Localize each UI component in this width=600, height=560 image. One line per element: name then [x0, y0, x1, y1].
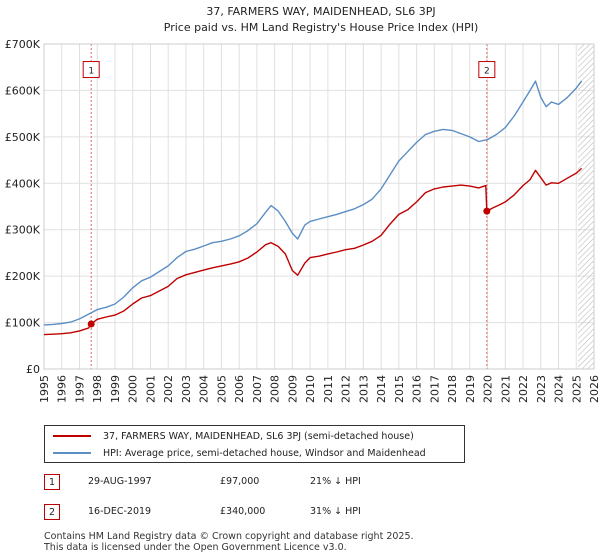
series-line — [43, 80, 583, 326]
annotation-price: £97,000 — [220, 476, 260, 487]
annotation-price: £340,000 — [220, 506, 266, 517]
forecast-hatch-region — [578, 44, 594, 369]
x-tick-label: 2002 — [162, 375, 175, 403]
x-tick-label: 2000 — [127, 375, 140, 403]
annotation-label-box — [478, 61, 496, 79]
legend-swatch-hpi — [53, 452, 91, 454]
legend-swatch-property — [53, 435, 91, 437]
footer: Contains HM Land Registry data © Crown c… — [44, 531, 544, 553]
x-tick-label: 2004 — [198, 375, 211, 403]
y-tick-label: £600K — [5, 84, 41, 97]
x-tick-label: 2019 — [464, 375, 477, 403]
x-tick-label: 2009 — [286, 375, 299, 403]
x-tick-label: 2020 — [482, 375, 495, 403]
x-tick-label: 2022 — [517, 375, 530, 403]
y-tick-label: £0 — [26, 363, 40, 376]
footer-copyright: Contains HM Land Registry data © Crown c… — [44, 531, 414, 542]
x-tick-label: 1996 — [56, 375, 69, 403]
annotation-hpi-diff: 21% ↓ HPI — [310, 476, 361, 487]
legend-item-property: 37, FARMERS WAY, MAIDENHEAD, SL6 3PJ (se… — [53, 428, 414, 444]
chart-title-line2: Price paid vs. HM Land Registry's House … — [164, 21, 479, 34]
annotation-point — [87, 320, 95, 328]
x-tick-label: 2014 — [375, 375, 388, 403]
x-tick-label: 2023 — [535, 375, 548, 403]
annotation-label: 2 — [484, 67, 490, 77]
x-tick-label: 2026 — [588, 375, 600, 403]
annotation-hpi-diff: 31% ↓ HPI — [310, 506, 361, 517]
x-tick-label: 1995 — [38, 375, 51, 403]
x-tick-label: 2024 — [553, 375, 566, 403]
annotation-badge: 1 — [44, 474, 60, 490]
plot-frame — [43, 43, 595, 370]
x-tick-label: 2001 — [144, 375, 157, 403]
y-tick-label: £700K — [5, 38, 41, 51]
legend: 37, FARMERS WAY, MAIDENHEAD, SL6 3PJ (se… — [44, 425, 465, 463]
footer-licence: This data is licensed under the Open Gov… — [44, 542, 347, 553]
x-tick-label: 2010 — [304, 375, 317, 403]
y-tick-label: £300K — [5, 224, 41, 237]
x-tick-label: 1997 — [73, 375, 86, 403]
x-tick-label: 2017 — [428, 375, 441, 403]
x-tick-label: 2007 — [251, 375, 264, 403]
y-tick-label: £500K — [5, 131, 41, 144]
y-tick-label: £400K — [5, 177, 41, 190]
x-tick-label: 2016 — [411, 375, 424, 403]
x-tick-label: 2021 — [499, 375, 512, 403]
series-line — [43, 167, 583, 336]
annotation-label-box — [82, 61, 100, 79]
chart-title-line1: 37, FARMERS WAY, MAIDENHEAD, SL6 3PJ — [206, 5, 435, 18]
annotation-row: 1 29-AUG-1997 £97,000 21% ↓ HPI — [44, 474, 464, 492]
annotation-row: 2 16-DEC-2019 £340,000 31% ↓ HPI — [44, 504, 464, 522]
x-tick-label: 2025 — [570, 375, 583, 403]
x-tick-label: 2013 — [357, 375, 370, 403]
x-tick-label: 2005 — [215, 375, 228, 403]
plot-background — [44, 44, 594, 369]
x-tick-label: 2018 — [446, 375, 459, 403]
annotation-point — [483, 207, 491, 215]
annotation-date: 29-AUG-1997 — [88, 476, 152, 487]
x-tick-label: 1999 — [109, 375, 122, 403]
x-tick-label: 2006 — [233, 375, 246, 403]
legend-label-hpi: HPI: Average price, semi-detached house,… — [103, 447, 426, 459]
annotation-badge: 2 — [44, 504, 60, 520]
x-tick-label: 2011 — [322, 375, 335, 403]
legend-item-hpi: HPI: Average price, semi-detached house,… — [53, 445, 426, 461]
annotation-label: 1 — [88, 67, 94, 77]
price-chart: 37, FARMERS WAY, MAIDENHEAD, SL6 3PJ Pri… — [5, 5, 600, 403]
annotation-date: 16-DEC-2019 — [88, 506, 152, 517]
x-tick-label: 1998 — [91, 375, 104, 403]
legend-label-property: 37, FARMERS WAY, MAIDENHEAD, SL6 3PJ (se… — [103, 430, 414, 442]
y-tick-label: £100K — [5, 317, 41, 330]
y-tick-label: £200K — [5, 270, 41, 283]
x-tick-label: 2015 — [393, 375, 406, 403]
x-tick-label: 2003 — [180, 375, 193, 403]
x-tick-label: 2008 — [269, 375, 282, 403]
x-tick-label: 2012 — [340, 375, 353, 403]
